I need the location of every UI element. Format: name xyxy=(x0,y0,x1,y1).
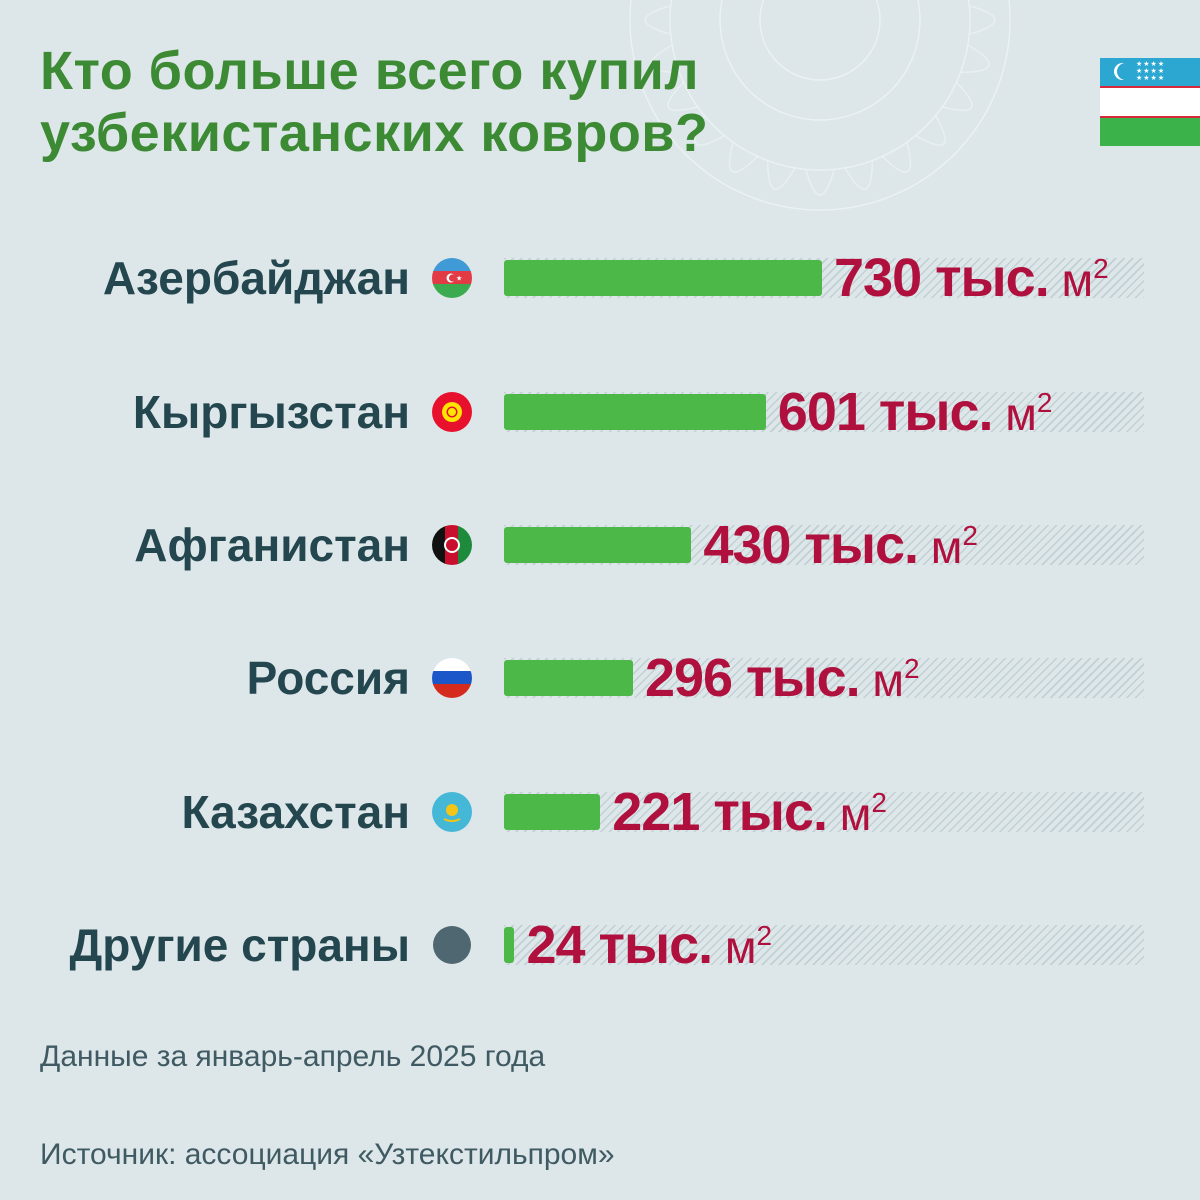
unit-exponent: 2 xyxy=(1093,253,1109,284)
value-label: 221 тыс. м2 xyxy=(612,772,887,852)
bar-row: Россия 296 тыс. м2 xyxy=(0,638,1200,718)
category-label: Азербайджан xyxy=(102,252,410,304)
kazakhstan-flag-icon xyxy=(432,792,472,832)
value-unit: м2 xyxy=(712,921,772,973)
grey-dot-icon xyxy=(432,925,472,965)
value-label: 730 тыс. м2 xyxy=(834,238,1109,318)
category-label: Кыргызстан xyxy=(132,386,410,438)
bar-track xyxy=(504,792,1144,832)
category-label: Другие страны xyxy=(69,919,410,971)
value-unit: м2 xyxy=(993,387,1053,440)
value-unit: м2 xyxy=(827,788,887,840)
kyrgyzstan-flag-icon xyxy=(432,392,472,432)
unit-base: м xyxy=(872,654,905,706)
period-note: Данные за январь-апрель 2025 года xyxy=(40,1040,546,1073)
title-line-1: Кто больше всего купил xyxy=(40,41,700,101)
afghanistan-flag-icon xyxy=(432,525,472,565)
unit-exponent: 2 xyxy=(756,920,773,951)
uzbekistan-flag-icon: ★★★★ ★★★★ ★★★★ xyxy=(1100,58,1200,146)
value-unit: м2 xyxy=(918,521,978,573)
bar xyxy=(504,527,692,563)
unit-base: м xyxy=(1005,388,1037,440)
value-number: 221 тыс. xyxy=(612,782,828,842)
unit-exponent: 2 xyxy=(871,787,887,818)
value-label: 430 тыс. м2 xyxy=(703,505,978,585)
chart-title: Кто больше всего купил узбекистанских ко… xyxy=(40,40,709,164)
source-note: Источник: ассоциация «Узтекстильпром» xyxy=(40,1138,615,1171)
unit-base: м xyxy=(930,521,963,573)
value-number: 24 тыс. xyxy=(526,915,713,975)
bar-row: Азербайджан ★ 730 тыс. м2 xyxy=(0,238,1200,318)
unit-base: м xyxy=(724,921,757,973)
value-number: 296 тыс. xyxy=(644,648,861,708)
bar-track xyxy=(504,925,1144,965)
value-unit: м2 xyxy=(860,653,920,706)
bar xyxy=(504,260,822,296)
unit-base: м xyxy=(1061,254,1094,306)
unit-exponent: 2 xyxy=(1036,387,1053,418)
svg-text:★: ★ xyxy=(456,275,462,283)
value-unit: м2 xyxy=(1049,253,1109,306)
unit-exponent: 2 xyxy=(962,520,978,551)
bar-row: Казахстан 221 тыс. м2 xyxy=(0,772,1200,852)
bar-row: Афганистан 430 тыс. м2 xyxy=(0,505,1200,585)
bar-row: Другие страны 24 тыс. м2 xyxy=(0,905,1200,985)
value-number: 601 тыс. xyxy=(777,382,994,442)
bar-row: Кыргызстан 601 тыс. м2 xyxy=(0,372,1200,452)
russia-flag-icon xyxy=(432,658,472,698)
unit-exponent: 2 xyxy=(904,653,920,684)
category-label: Афганистан xyxy=(134,519,410,571)
bar xyxy=(504,927,515,963)
value-number: 730 тыс. xyxy=(834,248,1050,308)
bar xyxy=(504,394,766,430)
bar xyxy=(504,794,601,830)
bar xyxy=(504,660,633,696)
value-label: 24 тыс. м2 xyxy=(526,905,772,985)
value-number: 430 тыс. xyxy=(703,515,919,575)
value-label: 296 тыс. м2 xyxy=(645,638,920,718)
category-label: Казахстан xyxy=(181,786,410,838)
title-line-2: узбекистанских ковров? xyxy=(40,103,709,163)
unit-base: м xyxy=(839,788,872,840)
value-label: 601 тыс. м2 xyxy=(778,372,1053,452)
azerbaijan-flag-icon: ★ xyxy=(432,258,472,298)
category-label: Россия xyxy=(246,652,410,704)
